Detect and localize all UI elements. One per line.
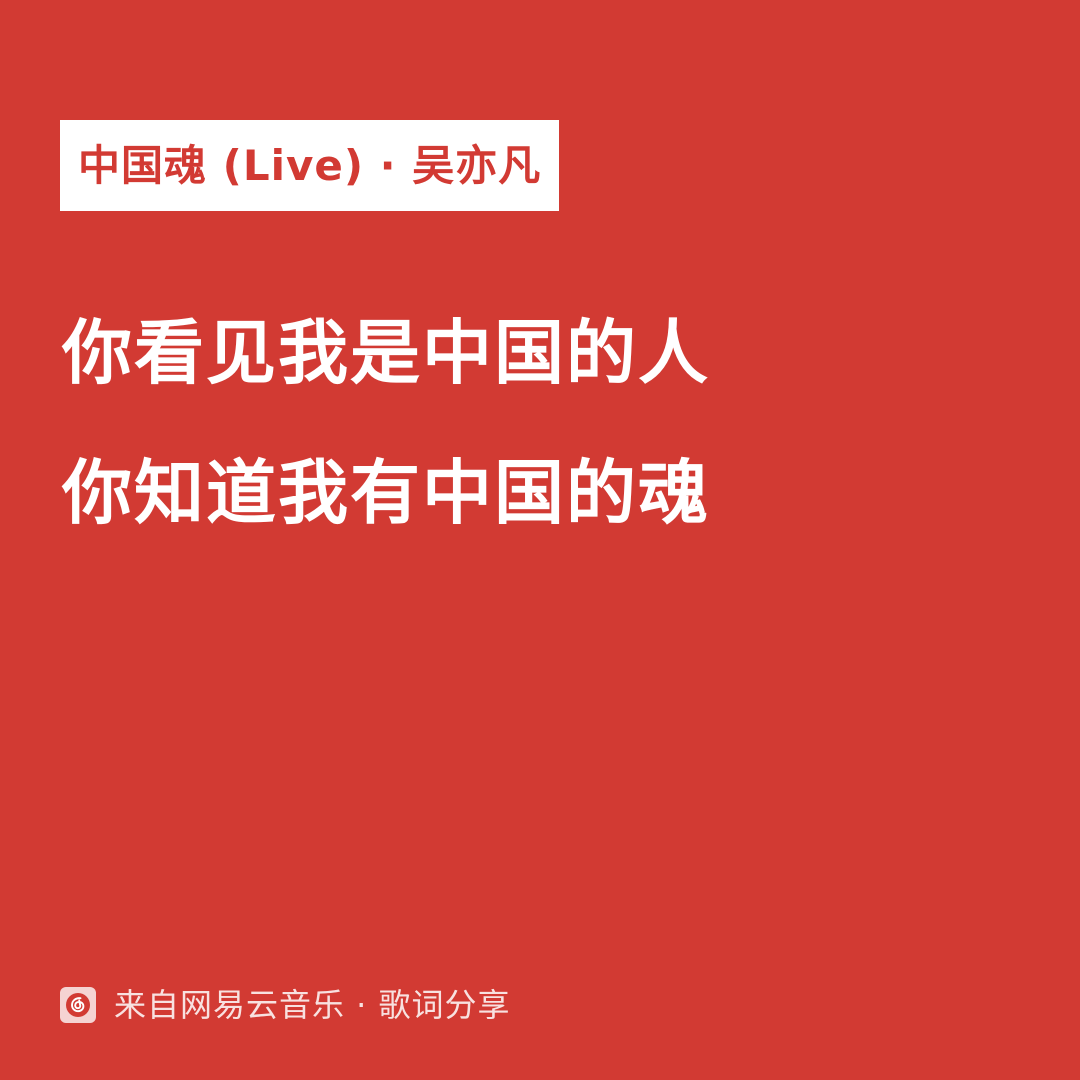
netease-cloud-music-logo-icon bbox=[60, 987, 96, 1023]
lyrics-block: 你看见我是中国的人 你知道我有中国的魂 bbox=[62, 318, 710, 528]
footer-source-text: 来自网易云音乐 · 歌词分享 bbox=[114, 986, 511, 1024]
lyric-line-1: 你看见我是中国的人 bbox=[62, 312, 710, 394]
song-title-artist: 中国魂 (Live) · 吴亦凡 bbox=[78, 140, 542, 190]
footer-source: 来自网易云音乐 · 歌词分享 bbox=[60, 986, 511, 1024]
lyric-line-2: 你知道我有中国的魂 bbox=[62, 452, 710, 534]
song-title-tag: 中国魂 (Live) · 吴亦凡 bbox=[60, 120, 560, 211]
